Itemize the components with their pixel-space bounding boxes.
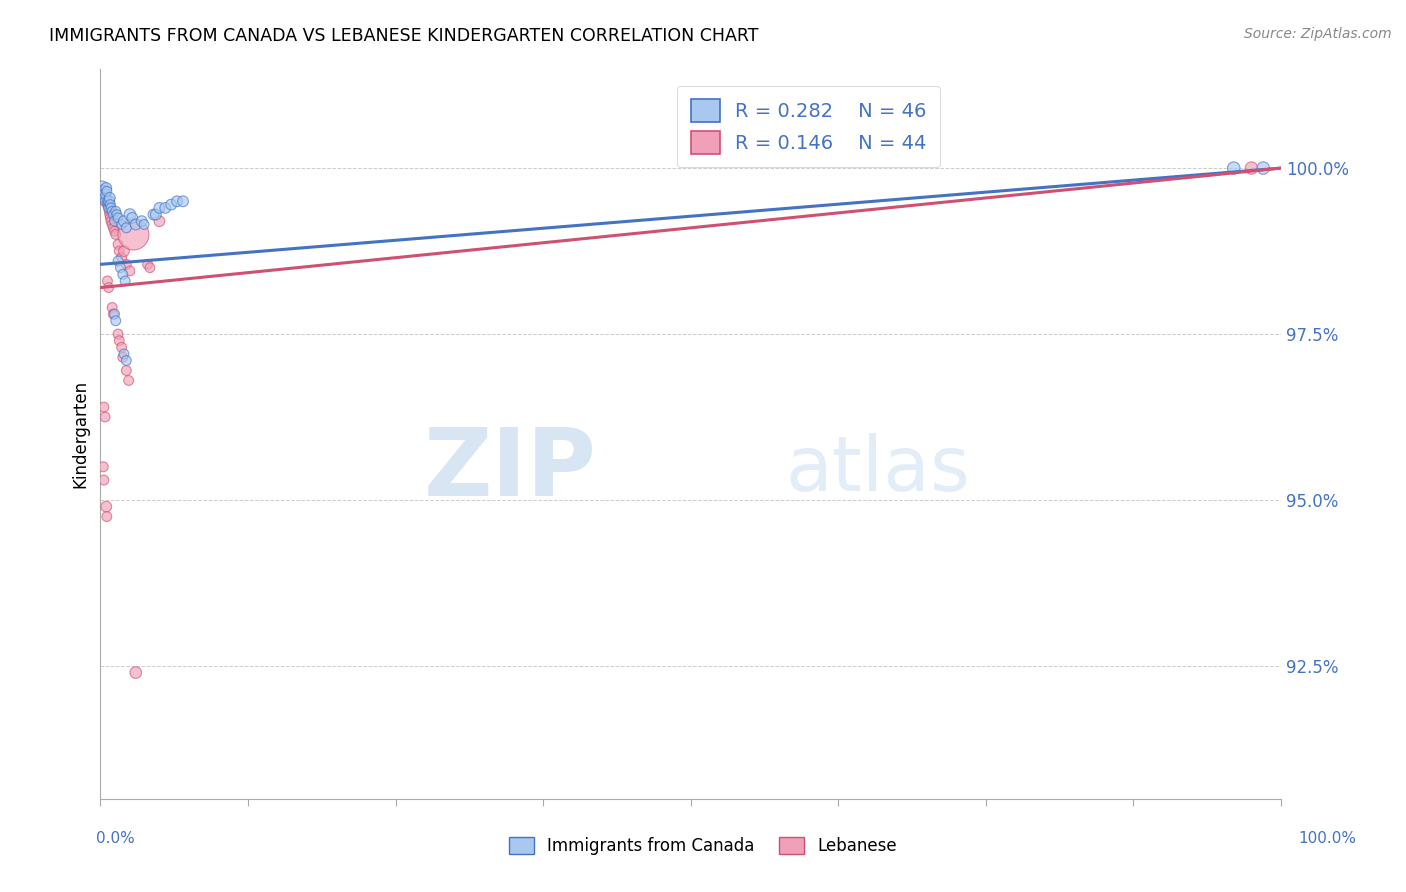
Point [160, 197, 183, 211]
Text: atlas: atlas [785, 434, 970, 508]
Point [1222, 161, 1244, 175]
Point [118, 374, 141, 388]
Point [100, 211, 122, 225]
Point [97, 201, 120, 215]
Point [96, 181, 118, 195]
Point [94, 187, 117, 202]
Point [101, 204, 124, 219]
Point [105, 208, 128, 222]
Point [94, 194, 117, 209]
Point [111, 268, 134, 282]
Point [104, 227, 127, 242]
Point [112, 214, 135, 228]
Point [115, 220, 138, 235]
Point [98, 194, 121, 209]
Point [97, 197, 120, 211]
Point [91, 459, 114, 474]
Point [148, 214, 170, 228]
Point [103, 307, 125, 321]
Point [93, 400, 115, 414]
Point [118, 208, 141, 222]
Point [96, 197, 118, 211]
Point [91, 187, 114, 202]
Point [107, 237, 129, 252]
Point [103, 214, 125, 228]
Point [103, 224, 125, 238]
Point [98, 208, 121, 222]
Point [148, 201, 170, 215]
Point [93, 187, 115, 202]
Point [91, 181, 114, 195]
Point [96, 184, 118, 198]
Point [125, 665, 148, 680]
Point [145, 208, 167, 222]
Text: IMMIGRANTS FROM CANADA VS LEBANESE KINDERGARTEN CORRELATION CHART: IMMIGRANTS FROM CANADA VS LEBANESE KINDE… [49, 27, 759, 45]
Point [101, 218, 124, 232]
Point [132, 218, 155, 232]
Point [110, 218, 132, 232]
Point [107, 211, 129, 225]
Point [112, 244, 135, 258]
Point [108, 334, 131, 348]
Point [122, 227, 145, 242]
Point [96, 194, 118, 209]
Point [136, 257, 159, 271]
Point [103, 220, 125, 235]
Point [110, 340, 132, 354]
Point [96, 500, 118, 514]
Point [110, 260, 132, 275]
Point [94, 194, 117, 209]
Point [125, 218, 148, 232]
Point [172, 194, 194, 209]
Point [115, 257, 138, 271]
Point [100, 214, 122, 228]
Point [96, 509, 118, 524]
Point [114, 274, 136, 288]
Point [155, 201, 177, 215]
Point [139, 260, 162, 275]
Point [107, 326, 129, 341]
Point [93, 473, 115, 487]
Point [93, 191, 115, 205]
Point [104, 314, 127, 328]
Point [104, 204, 127, 219]
Point [97, 280, 120, 294]
Point [91, 184, 114, 198]
Point [98, 191, 121, 205]
Point [1251, 161, 1274, 175]
Text: 100.0%: 100.0% [1299, 831, 1357, 846]
Point [118, 264, 141, 278]
Legend: Immigrants from Canada, Lebanese: Immigrants from Canada, Lebanese [502, 830, 904, 862]
Point [115, 363, 138, 377]
Point [115, 353, 138, 368]
Point [98, 204, 121, 219]
Point [107, 254, 129, 268]
Text: Source: ZipAtlas.com: Source: ZipAtlas.com [1244, 27, 1392, 41]
Point [1240, 161, 1263, 175]
Text: 0.0%: 0.0% [96, 831, 135, 846]
Point [100, 197, 122, 211]
Point [121, 211, 143, 225]
Legend: R = 0.282    N = 46, R = 0.146    N = 44: R = 0.282 N = 46, R = 0.146 N = 44 [678, 86, 941, 168]
Text: ZIP: ZIP [423, 424, 596, 516]
Point [96, 274, 118, 288]
Point [94, 410, 117, 425]
Point [111, 351, 134, 365]
Point [100, 201, 122, 215]
Point [101, 301, 124, 315]
Point [103, 208, 125, 222]
Point [112, 347, 135, 361]
Point [166, 194, 188, 209]
Point [93, 191, 115, 205]
Point [96, 194, 118, 209]
Point [96, 191, 118, 205]
Y-axis label: Kindergarten: Kindergarten [72, 379, 89, 488]
Point [108, 244, 131, 258]
Point [131, 214, 153, 228]
Point [97, 201, 120, 215]
Point [142, 208, 165, 222]
Point [103, 307, 125, 321]
Point [91, 184, 114, 198]
Point [110, 251, 132, 265]
